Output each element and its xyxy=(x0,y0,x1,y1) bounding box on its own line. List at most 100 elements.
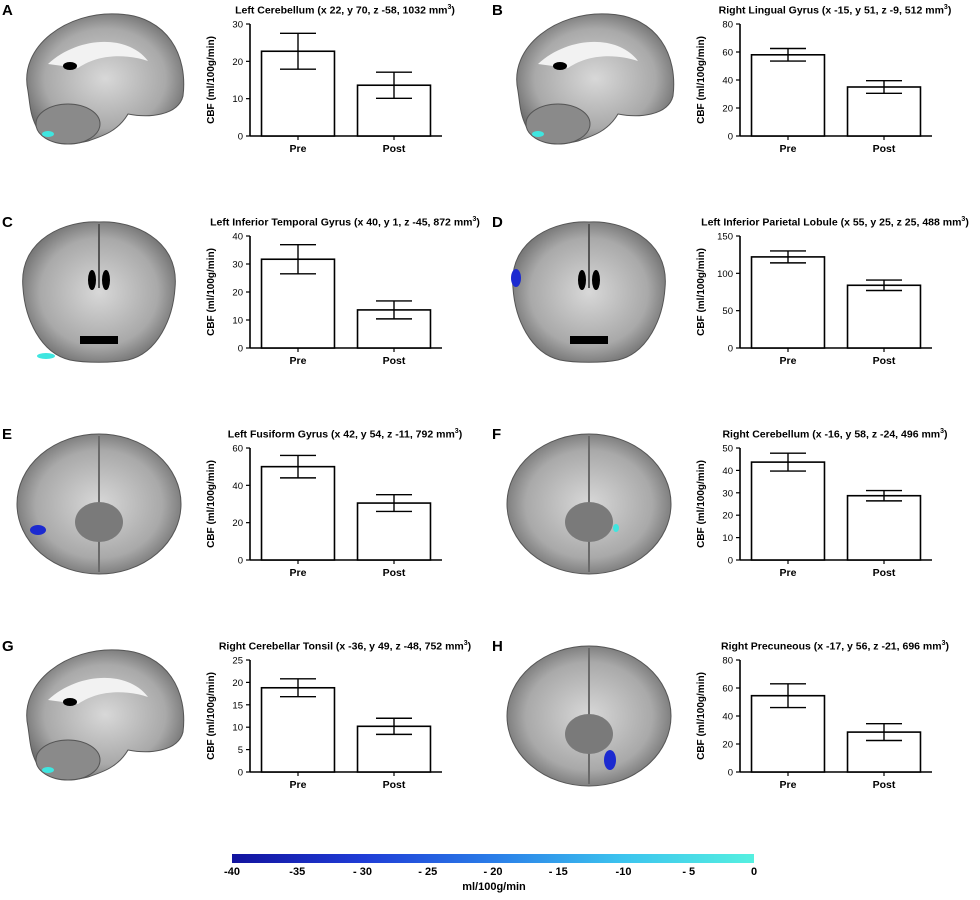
x-tick-label-post: Post xyxy=(873,143,896,155)
x-tick-label-pre: Pre xyxy=(780,779,797,791)
x-tick-label-post: Post xyxy=(383,355,406,367)
chart-title-text: Left Cerebellum (x 22, y 70, z -58, 1032… xyxy=(235,4,448,17)
panel-c: C Left Inferior Temporal Gyrus (x 40, y 1… xyxy=(0,212,490,422)
brain-slice-image xyxy=(516,13,675,145)
bar-chart: 0 5 10 15 20 25 CBF (ml/100g/min) Pre Post xyxy=(206,656,442,791)
panel-d: D Left Inferior Parietal Lobule (x 55, y … xyxy=(490,212,980,422)
chart-title-text: Right Cerebellum (x -16, y 58, z -24, 49… xyxy=(722,428,941,441)
x-tick-label-pre: Pre xyxy=(780,355,797,367)
y-tick-label: 0 xyxy=(728,344,733,355)
x-tick-label-post: Post xyxy=(383,567,406,579)
y-tick-label: 30 xyxy=(232,260,243,271)
bar-chart: 0 10 20 30 40 50 CBF (ml/100g/min) Pre Post xyxy=(696,444,932,579)
panel-letter: H xyxy=(492,638,503,655)
y-tick-label: 10 xyxy=(232,94,243,105)
y-tick-label: 20 xyxy=(722,511,733,522)
y-tick-label: 20 xyxy=(232,518,243,529)
colorbar-tick-label: - 20 xyxy=(483,866,503,878)
y-tick-label: 5 xyxy=(238,745,243,756)
y-tick-label: 60 xyxy=(722,684,733,695)
bar-pre xyxy=(750,53,826,137)
y-tick-label: 15 xyxy=(232,700,243,711)
chart-title: Left Fusiform Gyrus (x 42, y 54, z -11, … xyxy=(200,428,490,441)
panel-b: B Right Lingual Gyrus (x -15, y 51, z -9,… xyxy=(490,0,980,210)
y-axis-label: CBF (ml/100g/min) xyxy=(206,36,217,124)
chart-title-end: ) xyxy=(458,428,463,441)
bar-chart: 0 10 20 30 40 CBF (ml/100g/min) Pre Post xyxy=(206,232,442,367)
panel-h: H Right Precuneous (x -17, y 56, z -21, 6… xyxy=(490,636,980,846)
brain-slice-image xyxy=(511,221,666,363)
y-tick-label: 20 xyxy=(232,288,243,299)
y-tick-label: 30 xyxy=(722,488,733,499)
y-tick-label: 20 xyxy=(232,57,243,68)
y-tick-label: 10 xyxy=(722,533,733,544)
chart-title-superscript: 3 xyxy=(447,4,452,11)
brain-slice-image xyxy=(26,649,185,781)
brain-slice-sagittal xyxy=(26,13,185,145)
colorbar-tick-label: - 25 xyxy=(418,866,438,878)
brain-slice-sagittal xyxy=(516,13,675,145)
chart-title-end: ) xyxy=(965,216,969,229)
y-tick-label: 40 xyxy=(722,76,733,87)
chart-title-text: Right Cerebellar Tonsil (x -36, y 49, z … xyxy=(218,640,464,653)
y-tick-label: 0 xyxy=(728,768,733,779)
chart-title-superscript: 3 xyxy=(941,640,946,647)
y-tick-label: 60 xyxy=(722,48,733,59)
panel-letter: C xyxy=(2,214,13,231)
chart-title-end: ) xyxy=(947,4,952,17)
brain-slice-image xyxy=(506,433,672,575)
x-tick-label-pre: Pre xyxy=(780,567,797,579)
bar-post xyxy=(356,502,432,561)
y-tick-label: 100 xyxy=(717,269,733,280)
panel-letter: E xyxy=(2,426,13,443)
chart-title-text: Right Lingual Gyrus (x -15, y 51, z -9, … xyxy=(718,4,944,17)
y-tick-label: 40 xyxy=(232,232,243,243)
y-tick-label: 30 xyxy=(232,20,243,31)
bar-pre xyxy=(260,465,336,561)
chart-title: Left Inferior Parietal Lobule (x 55, y 2… xyxy=(690,216,980,229)
brain-slice-coronal xyxy=(22,221,176,363)
y-tick-label: 40 xyxy=(722,466,733,477)
y-axis-label: CBF (ml/100g/min) xyxy=(696,248,707,336)
panel-letter: F xyxy=(492,426,502,443)
bar-chart: 0 20 40 60 CBF (ml/100g/min) Pre Post xyxy=(206,444,442,579)
y-axis-label: CBF (ml/100g/min) xyxy=(696,36,707,124)
chart-title-superscript: 3 xyxy=(961,216,966,223)
colorbar-tick-label: -10 xyxy=(615,866,632,878)
chart-title: Left Inferior Temporal Gyrus (x 40, y 1,… xyxy=(200,216,490,229)
bar-pre xyxy=(750,256,826,349)
y-axis-label: CBF (ml/100g/min) xyxy=(696,672,707,760)
y-tick-label: 50 xyxy=(722,444,733,455)
x-tick-label-post: Post xyxy=(873,355,896,367)
y-axis-label: CBF (ml/100g/min) xyxy=(206,672,217,760)
bar-chart: 0 50 100 150 CBF (ml/100g/min) Pre Post xyxy=(696,232,932,367)
x-tick-label-post: Post xyxy=(383,143,406,155)
chart-title: Left Cerebellum (x 22, y 70, z -58, 1032… xyxy=(200,4,490,17)
brain-slice-image xyxy=(16,433,182,575)
bar-chart: 0 20 40 60 80 CBF (ml/100g/min) Pre Post xyxy=(696,20,932,155)
chart-title-end: ) xyxy=(467,640,472,653)
brain-slice-axial xyxy=(16,433,182,575)
bar-pre xyxy=(750,461,826,561)
panel-f: F Right Cerebellum (x -16, y 58, z -24, 4… xyxy=(490,424,980,634)
colorbar-tick-label: -40 xyxy=(224,866,240,878)
y-tick-label: 40 xyxy=(232,481,243,492)
chart-title-end: ) xyxy=(476,216,480,229)
x-tick-label-post: Post xyxy=(873,567,896,579)
chart-title-end: ) xyxy=(945,640,950,653)
x-tick-label-pre: Pre xyxy=(780,143,797,155)
x-tick-label-pre: Pre xyxy=(290,355,307,367)
y-tick-label: 0 xyxy=(238,344,243,355)
panel-g: G Right Cerebellar Tonsil (x -36, y 49, z… xyxy=(0,636,490,846)
y-tick-label: 0 xyxy=(728,132,733,143)
y-tick-label: 0 xyxy=(238,556,243,567)
chart-title-end: ) xyxy=(451,4,455,17)
chart-title: Right Precuneous (x -17, y 56, z -21, 69… xyxy=(690,640,980,653)
chart-title-superscript: 3 xyxy=(940,428,945,435)
y-tick-label: 0 xyxy=(238,132,243,143)
bar-post xyxy=(846,86,922,137)
chart-title-text: Left Inferior Parietal Lobule (x 55, y 2… xyxy=(701,216,962,229)
chart-title: Right Cerebellum (x -16, y 58, z -24, 49… xyxy=(690,428,980,441)
y-tick-label: 60 xyxy=(232,444,243,455)
y-tick-label: 50 xyxy=(722,306,733,317)
